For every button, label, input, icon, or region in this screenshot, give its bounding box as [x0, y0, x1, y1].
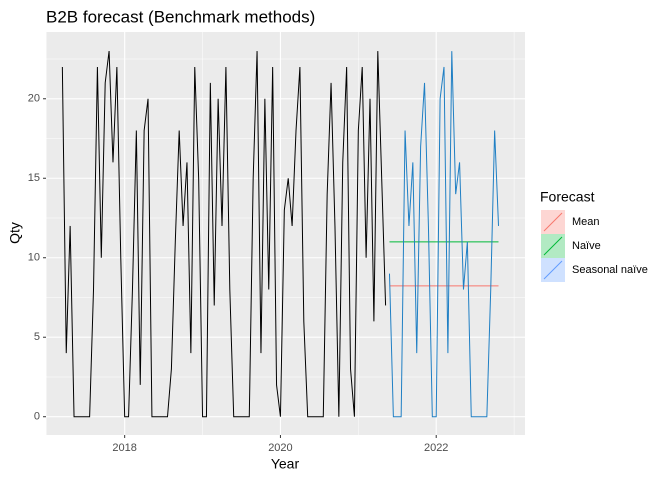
y-tick-label: 10: [28, 252, 40, 264]
legend-label: Seasonal naïve: [572, 264, 648, 276]
chart-title: B2B forecast (Benchmark methods): [46, 7, 315, 26]
x-tick-label: 2018: [112, 442, 136, 454]
legend-key-line: [543, 212, 563, 232]
y-axis-label: Qty: [7, 222, 23, 244]
y-tick-label: 15: [28, 172, 40, 184]
legend-label: Mean: [572, 216, 600, 228]
y-tick-label: 5: [34, 331, 40, 343]
history-line: [61, 51, 387, 418]
legend-key-line: [543, 260, 563, 280]
x-axis-label: Year: [271, 456, 300, 472]
forecast-line: [388, 51, 500, 418]
y-tick-label: 0: [34, 411, 40, 423]
legend-label: Naïve: [572, 240, 601, 252]
x-tick-label: 2022: [424, 442, 448, 454]
legend-key-line: [543, 236, 563, 256]
y-tick-label: 20: [28, 93, 40, 105]
x-tick-label: 2020: [268, 442, 292, 454]
legend-title: Forecast: [540, 189, 595, 205]
